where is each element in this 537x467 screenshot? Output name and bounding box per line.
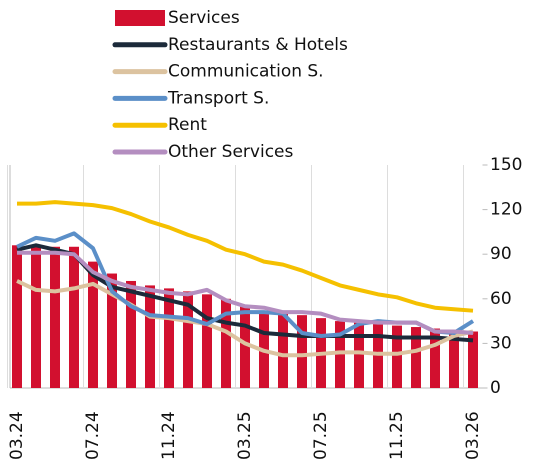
- y-tick-label: 120: [490, 200, 522, 220]
- bar: [31, 246, 41, 388]
- bar: [88, 261, 98, 388]
- bar: [69, 246, 79, 388]
- legend-label: Other Services: [168, 142, 294, 162]
- bar: [240, 306, 250, 388]
- y-tick-label: 60: [490, 289, 512, 309]
- bar: [50, 246, 60, 388]
- x-tick-label: 11.25: [387, 411, 407, 460]
- bar: [183, 291, 193, 388]
- y-tick-label: 150: [490, 155, 522, 175]
- x-tick-label: 11.24: [159, 411, 179, 460]
- bar: [278, 313, 288, 388]
- line: [17, 250, 474, 335]
- y-tick-label: 90: [490, 244, 512, 264]
- legend-label: Services: [168, 8, 240, 28]
- bar: [297, 315, 307, 388]
- legend-label: Communication S.: [168, 62, 324, 82]
- bar: [164, 288, 174, 388]
- y-tick-label: 0: [490, 378, 501, 398]
- bar: [468, 331, 478, 388]
- x-tick-label: 03.26: [463, 411, 483, 460]
- bar: [449, 330, 459, 388]
- line: [16, 243, 474, 343]
- line: [17, 200, 474, 313]
- bar: [145, 285, 155, 388]
- x-tick-label: 07.24: [83, 411, 103, 460]
- legend-label: Transport S.: [167, 88, 269, 108]
- bar: [202, 294, 212, 388]
- bar: [126, 280, 136, 388]
- bar: [221, 298, 231, 388]
- legend-label: Restaurants & Hotels: [168, 35, 348, 55]
- y-tick-label: 30: [490, 333, 512, 353]
- bar: [335, 321, 345, 388]
- bar: [392, 325, 402, 388]
- x-tick-label: 03.25: [235, 411, 255, 460]
- bar: [354, 322, 364, 388]
- bar: [373, 324, 383, 388]
- x-tick-label: 03.24: [7, 411, 27, 460]
- bar: [107, 273, 117, 388]
- bar: [411, 327, 421, 388]
- line: [16, 279, 474, 358]
- bar: [12, 245, 22, 388]
- legend-label: Rent: [168, 115, 207, 135]
- x-tick-label: 07.25: [311, 411, 331, 460]
- bar: [430, 328, 440, 388]
- legend-swatch: [115, 10, 165, 26]
